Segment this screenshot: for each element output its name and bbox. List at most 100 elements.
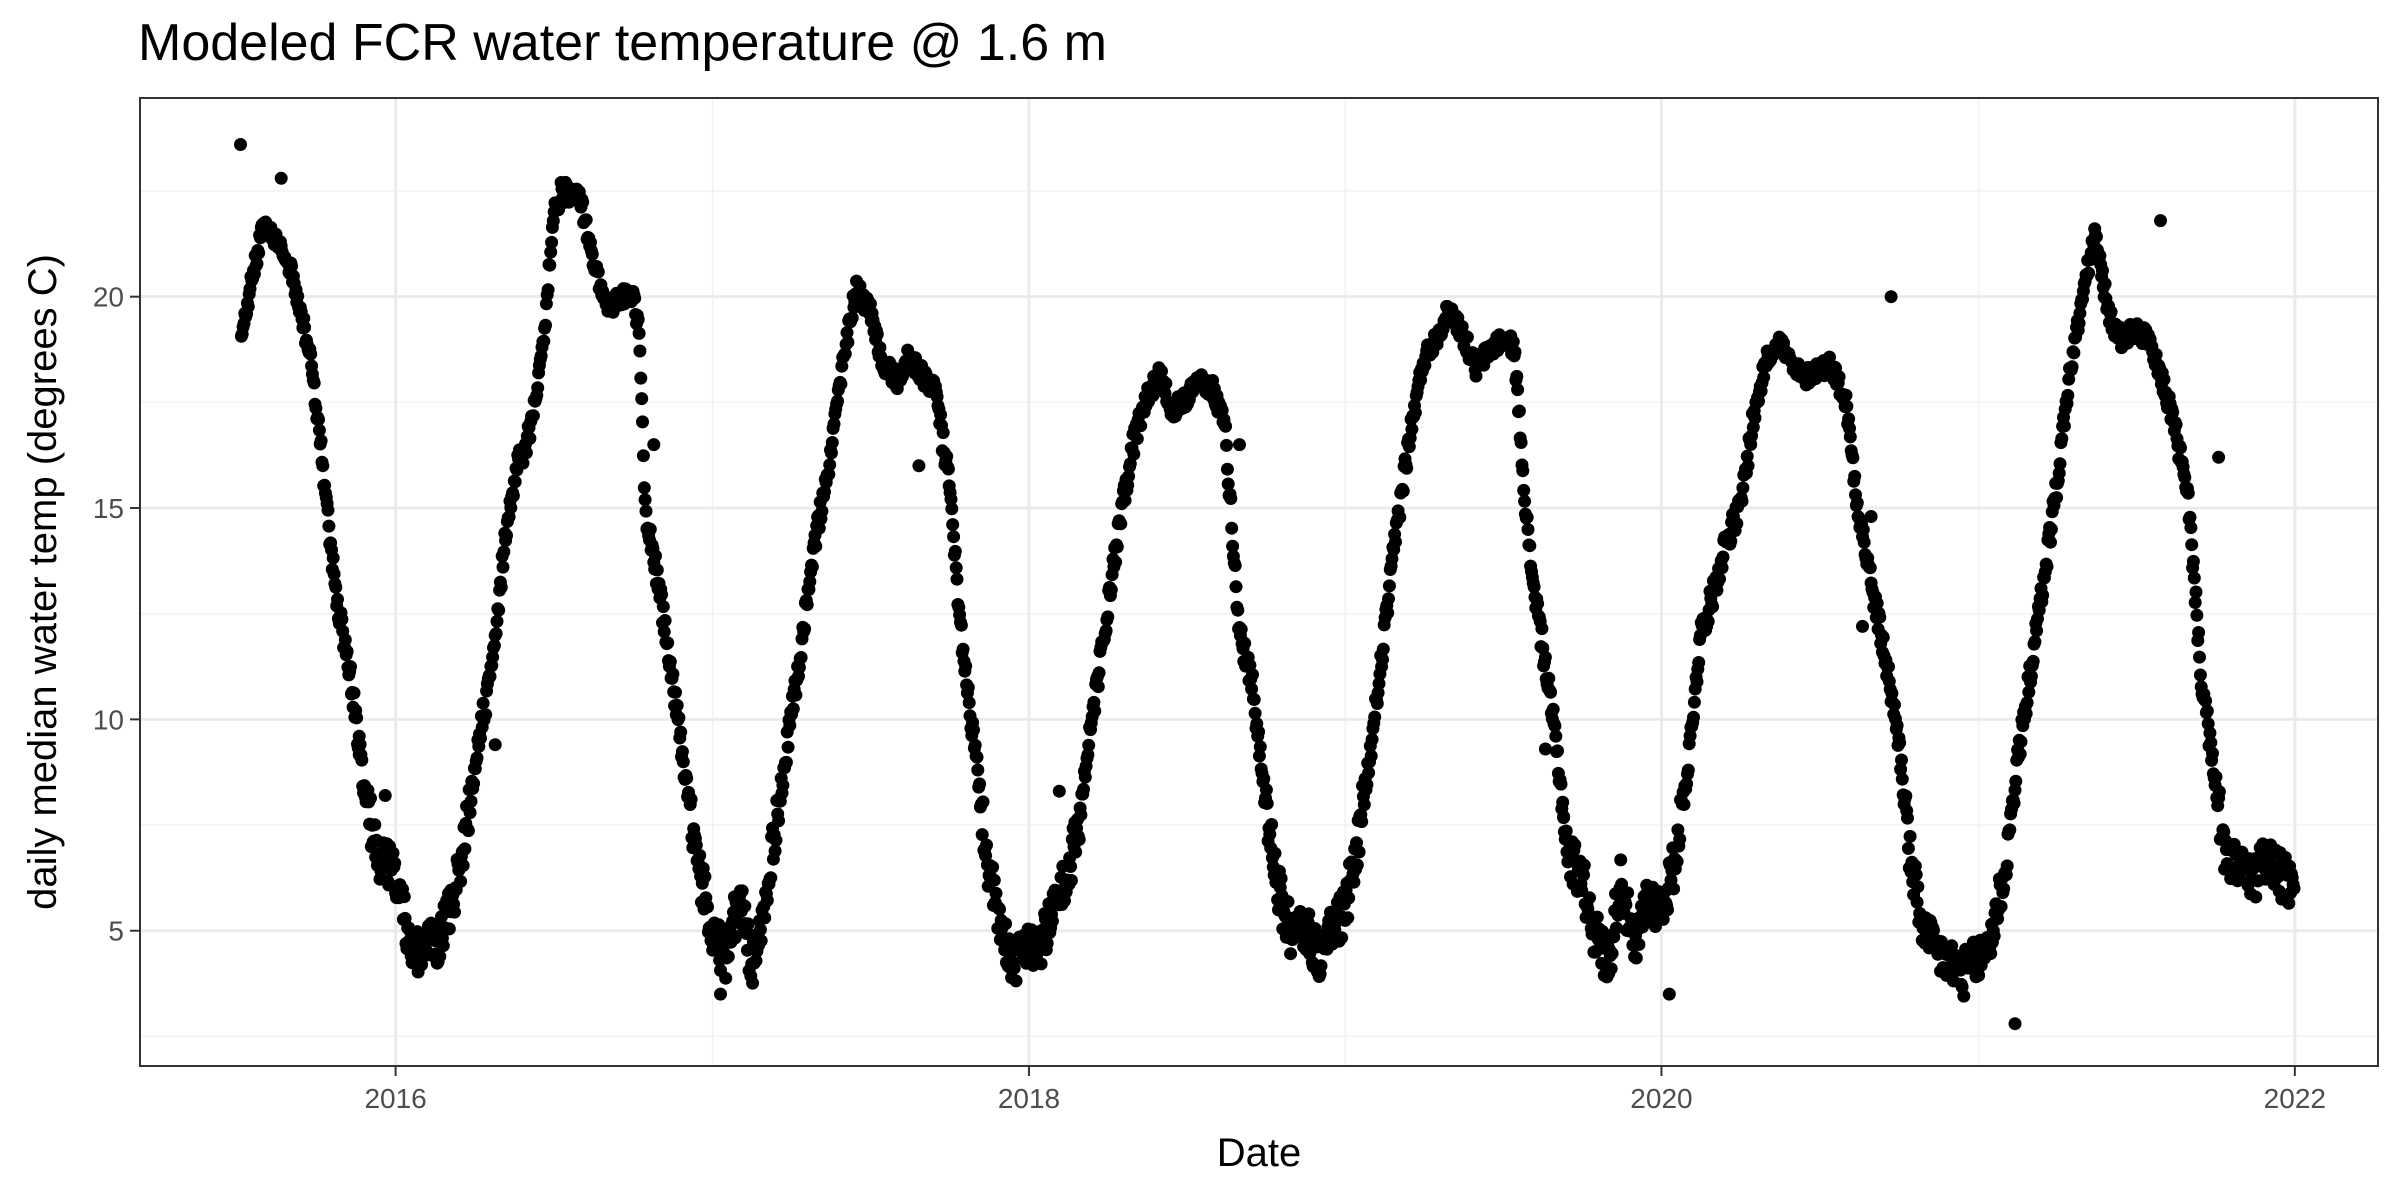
- data-point: [1224, 492, 1238, 505]
- data-point: [1233, 438, 1246, 452]
- data-point: [1568, 838, 1582, 852]
- data-point: [344, 660, 357, 674]
- data-point: [1341, 911, 1355, 925]
- data-point: [1523, 539, 1537, 553]
- data-point: [1469, 369, 1483, 383]
- data-point: [735, 884, 749, 898]
- data-point: [1382, 592, 1395, 606]
- data-point: [1673, 832, 1687, 846]
- data-point: [1839, 388, 1853, 402]
- data-point: [1713, 572, 1726, 586]
- data-point: [433, 950, 447, 963]
- data-point: [746, 976, 760, 990]
- data-point: [987, 873, 1001, 887]
- data-point: [827, 417, 841, 431]
- data-point: [663, 655, 677, 669]
- data-point: [776, 778, 790, 792]
- data-point: [1690, 675, 1704, 689]
- data-point: [2184, 521, 2198, 535]
- data-point: [1583, 891, 1596, 905]
- data-point: [949, 561, 963, 575]
- data-point: [347, 686, 361, 700]
- data-point: [1548, 719, 1562, 733]
- data-point: [2169, 418, 2183, 432]
- y-axis: 5 10 15 20: [93, 282, 140, 947]
- data-point: [684, 792, 698, 806]
- data-point: [971, 763, 985, 777]
- data-point: [378, 789, 392, 802]
- data-point: [585, 247, 599, 261]
- data-point: [634, 371, 648, 385]
- data-point: [2185, 538, 2199, 552]
- data-point: [945, 502, 959, 516]
- data-point: [1268, 846, 1282, 860]
- data-point: [541, 283, 555, 297]
- data-point: [1253, 740, 1267, 754]
- data-point: [1715, 561, 1729, 575]
- data-point: [1899, 789, 1913, 803]
- data-point: [635, 392, 649, 406]
- data-point: [1667, 882, 1681, 896]
- data-point: [934, 408, 948, 422]
- data-point: [397, 890, 411, 904]
- data-point: [753, 923, 767, 937]
- data-point: [2072, 316, 2086, 330]
- data-point: [954, 618, 968, 632]
- data-point: [633, 344, 647, 358]
- data-point: [2030, 624, 2044, 638]
- data-point: [1846, 451, 1860, 465]
- data-point: [1052, 784, 1066, 798]
- data-point: [1605, 947, 1619, 960]
- data-point: [442, 922, 456, 936]
- data-point: [831, 394, 844, 408]
- data-point: [1748, 411, 1762, 425]
- data-point: [1231, 603, 1245, 617]
- data-point: [781, 740, 795, 754]
- data-point: [1508, 345, 1522, 359]
- data-point: [1234, 622, 1248, 636]
- data-point: [2212, 785, 2226, 799]
- data-point: [2149, 348, 2163, 361]
- data-point: [1110, 540, 1124, 554]
- data-point: [1511, 383, 1525, 397]
- data-point: [2020, 696, 2034, 710]
- data-point: [1549, 729, 1563, 743]
- data-point: [1604, 962, 1618, 976]
- data-point: [738, 899, 752, 913]
- data-point: [2187, 571, 2201, 585]
- data-point: [591, 265, 605, 279]
- data-point: [1400, 461, 1414, 475]
- data-point: [2052, 466, 2066, 480]
- data-point: [545, 235, 559, 249]
- data-point: [1045, 914, 1059, 928]
- data-points: [234, 138, 2301, 1031]
- data-point: [823, 458, 837, 472]
- data-point: [1629, 951, 1643, 965]
- data-point: [1735, 494, 1749, 508]
- data-point: [2003, 823, 2017, 837]
- data-point: [1114, 517, 1128, 531]
- data-point: [674, 725, 688, 739]
- data-point: [936, 426, 950, 440]
- data-point: [2057, 419, 2071, 433]
- data-point: [1521, 523, 1535, 536]
- data-point: [1302, 907, 1316, 921]
- data-point: [1376, 653, 1389, 666]
- data-point: [719, 971, 733, 985]
- data-point: [1101, 610, 1115, 624]
- data-point: [1381, 606, 1395, 620]
- x-axis: 2016 2018 2020 2022: [364, 1066, 2326, 1114]
- data-point: [1225, 521, 1239, 535]
- data-point: [628, 291, 642, 305]
- data-point: [1843, 430, 1857, 444]
- data-point: [2209, 770, 2223, 784]
- x-tick-label: 2018: [998, 1083, 1060, 1114]
- data-point: [1265, 818, 1279, 831]
- data-point: [386, 846, 400, 860]
- data-point: [1677, 798, 1691, 811]
- data-point: [274, 171, 288, 185]
- data-point: [312, 423, 326, 437]
- data-point: [1894, 762, 1908, 776]
- data-point: [769, 833, 783, 847]
- data-point: [1870, 596, 1884, 610]
